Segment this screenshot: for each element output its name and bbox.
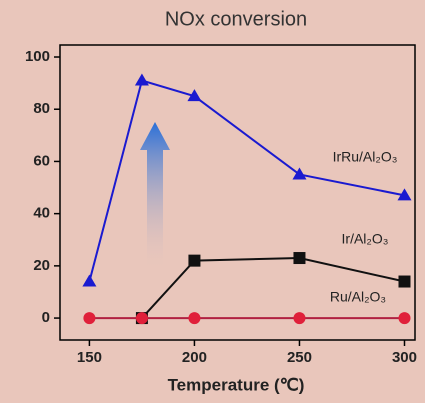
data-point [293, 312, 306, 325]
y-tick-label: 20 [33, 257, 50, 274]
x-tick-label: 300 [392, 349, 417, 366]
plot-frame [59, 44, 416, 341]
series-label: Ru/Al₂O₃ [330, 289, 386, 305]
data-point [398, 312, 411, 325]
y-tick-label: 0 [42, 309, 50, 326]
series-label: Ir/Al₂O₃ [342, 231, 389, 247]
data-point [188, 254, 201, 267]
series-line [141, 257, 405, 319]
data-point [397, 188, 412, 201]
x-tick-label: 250 [287, 349, 312, 366]
data-point [135, 312, 148, 325]
data-point [82, 274, 97, 287]
data-point [187, 89, 202, 102]
data-point [293, 252, 306, 265]
x-axis-label: Temperature (℃) [168, 375, 305, 394]
y-tick-label: 40 [33, 205, 50, 222]
series-label: IrRu/Al₂O₃ [333, 149, 398, 165]
data-point [83, 312, 96, 325]
x-tick-label: 150 [77, 349, 102, 366]
y-tick-label: 80 [33, 100, 50, 117]
data-point [134, 73, 149, 86]
increase-arrow [140, 122, 170, 272]
x-tick-label: 200 [182, 349, 207, 366]
y-tick-label: 100 [25, 48, 50, 65]
data-point [188, 312, 201, 325]
data-point [398, 275, 411, 288]
y-tick-label: 60 [33, 152, 50, 169]
chart-title: NOx conversion [165, 8, 307, 30]
data-point [292, 167, 307, 180]
